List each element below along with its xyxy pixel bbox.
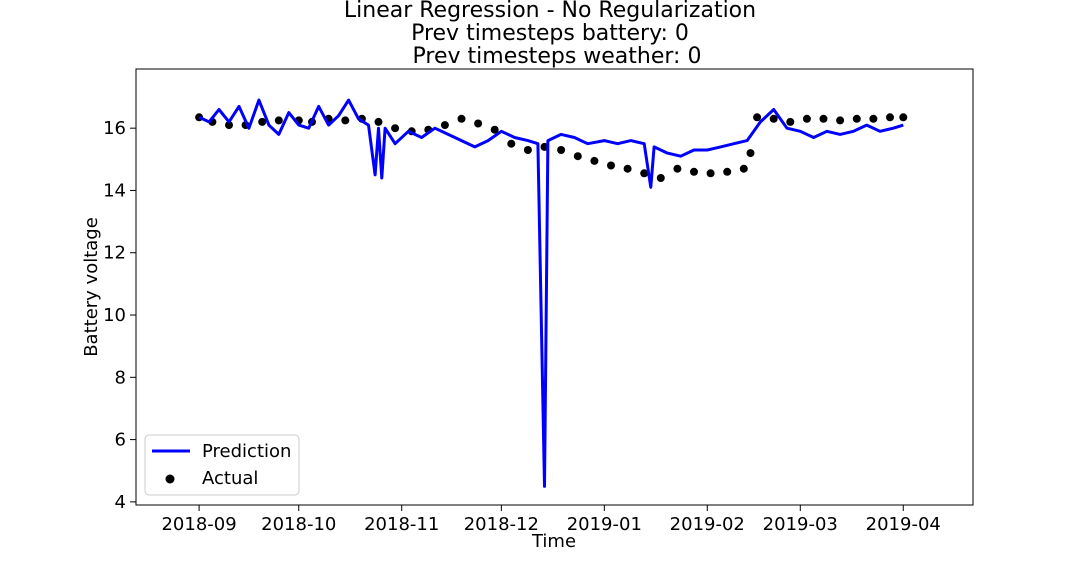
x-axis-label: Time [531, 531, 576, 552]
actual-point-9 [341, 116, 350, 125]
y-tick-label-6: 16 [103, 118, 126, 139]
actual-point-19 [507, 139, 516, 148]
actual-point-4 [258, 117, 267, 126]
actual-point-5 [274, 116, 283, 125]
actual-point-2 [225, 121, 233, 130]
actual-point-30 [690, 167, 698, 176]
x-tick-label-5: 2019-02 [670, 514, 745, 535]
actual-point-25 [607, 161, 615, 170]
actual-point-40 [836, 116, 845, 125]
x-tick-label-7: 2019-04 [866, 514, 941, 535]
actual-point-35 [753, 113, 762, 122]
x-tick-label-0: 2018-09 [161, 514, 236, 535]
actual-point-12 [391, 124, 400, 133]
actual-point-29 [673, 164, 682, 173]
actual-point-23 [573, 152, 582, 161]
x-tick-label-4: 2019-01 [567, 514, 642, 535]
actual-point-20 [523, 146, 532, 154]
x-axis: 2018-09 2018-10 2018-11 2018-12 2019-01 2019-… [161, 505, 941, 535]
x-tick-label-6: 2019-03 [763, 514, 838, 535]
actual-point-44 [899, 113, 908, 122]
actual-point-16 [457, 114, 466, 123]
actual-point-27 [640, 169, 649, 178]
actual-point-31 [706, 169, 715, 178]
y-tick-label-0: 4 [115, 492, 126, 513]
actual-point-11 [374, 117, 383, 126]
actual-point-15 [440, 121, 449, 130]
actual-point-24 [590, 156, 599, 165]
actual-point-17 [474, 119, 483, 128]
actual-point-39 [819, 114, 828, 123]
actual-point-22 [557, 146, 566, 154]
x-tick-label-2: 2018-11 [364, 514, 439, 535]
prediction-line [198, 98, 904, 488]
x-tick-label-1: 2018-10 [261, 514, 336, 535]
legend-actual-label: Actual [202, 468, 258, 489]
chart-title-line-2: Prev timesteps battery: 0 [411, 21, 689, 46]
x-tick-label-3: 2018-12 [464, 514, 539, 535]
actual-point-42 [869, 114, 878, 123]
plot-frame [135, 68, 974, 506]
y-tick-label-2: 8 [115, 367, 126, 388]
actual-point-26 [623, 164, 632, 173]
legend-actual-swatch [165, 474, 175, 484]
legend: Prediction Actual [144, 434, 300, 496]
legend-prediction-label: Prediction [202, 441, 291, 462]
actual-point-32 [723, 167, 732, 176]
prediction-series [198, 98, 904, 488]
y-tick-label-5: 14 [103, 180, 126, 201]
actual-point-37 [786, 117, 795, 126]
chart-title-line-1: Linear Regression - No Regularization [344, 0, 756, 23]
y-axis: 4 6 8 10 12 14 16 [103, 118, 136, 513]
actual-point-41 [852, 114, 861, 123]
actual-point-38 [802, 114, 811, 123]
actual-point-28 [656, 174, 665, 182]
y-tick-label-3: 10 [103, 305, 126, 326]
actual-point-18 [490, 125, 499, 134]
chart-title-line-3: Prev timesteps weather: 0 [413, 44, 702, 69]
y-tick-label-1: 6 [115, 430, 126, 451]
actual-point-36 [769, 114, 778, 123]
actual-point-33 [739, 164, 748, 173]
actual-point-34 [746, 149, 755, 158]
y-axis-label: Battery voltage [81, 217, 102, 357]
plot-area [136, 69, 973, 505]
y-tick-label-4: 12 [103, 243, 126, 264]
actual-point-43 [886, 113, 894, 122]
